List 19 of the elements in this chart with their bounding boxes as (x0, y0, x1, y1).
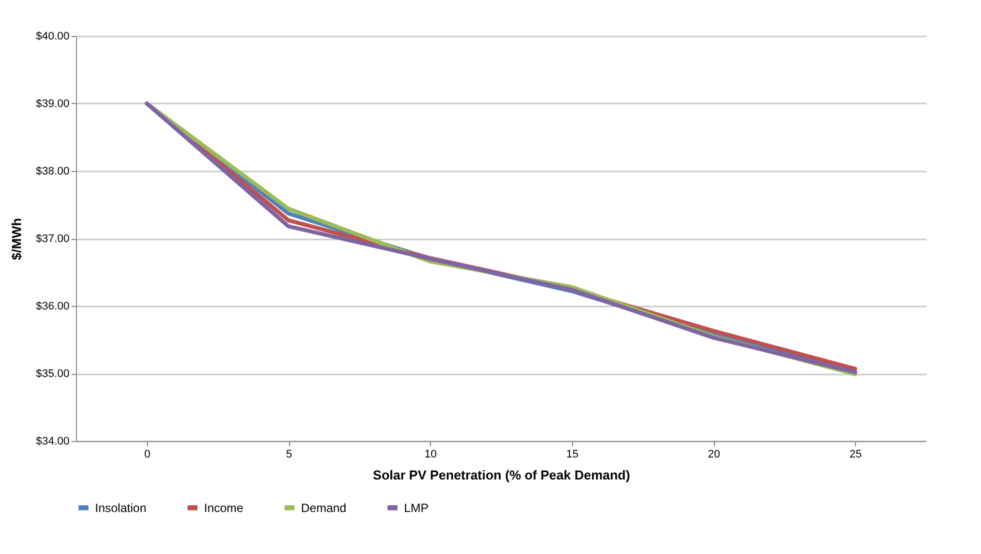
x-tick-label: 5 (286, 448, 292, 460)
x-tick-label: 15 (566, 448, 578, 460)
y-tick-label: $37.00 (36, 233, 70, 245)
legend-label: LMP (404, 500, 429, 515)
y-tick-label: $38.00 (36, 166, 70, 178)
y-tick-label: $36.00 (36, 300, 70, 312)
y-tick-label: $40.00 (36, 30, 70, 42)
x-tick-label: 20 (708, 448, 720, 460)
y-tick-label: $39.00 (36, 98, 70, 110)
y-axis-title: $/MWh (8, 218, 24, 260)
x-tick-label: 10 (424, 448, 437, 460)
y-tick-label: $34.00 (36, 436, 70, 448)
legend-label: Demand (301, 500, 346, 515)
legend-label: Income (204, 500, 244, 515)
y-tick-label: $35.00 (36, 368, 70, 380)
x-axis-title: Solar PV Penetration (% of Peak Demand) (372, 468, 630, 482)
x-tick-label: 25 (850, 448, 862, 460)
legend-label: Insolation (95, 500, 146, 515)
x-tick-label: 0 (144, 448, 150, 460)
